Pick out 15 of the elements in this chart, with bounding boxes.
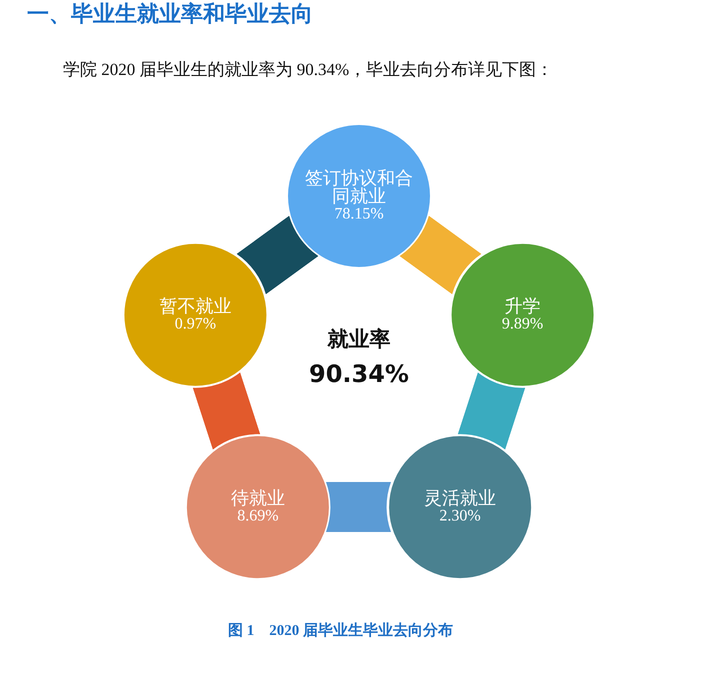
category-label: 灵活就业 <box>424 488 496 508</box>
category-label: 待就业 <box>230 488 285 508</box>
data-label: 9.89% <box>502 315 544 332</box>
data-label: 8.69% <box>237 508 279 525</box>
category-label: 暂不就业 <box>159 296 232 316</box>
category-label: 签订协议和合同就业 <box>305 168 413 206</box>
caption: 图 1 2020 届毕业生毕业去向分布 <box>228 621 453 641</box>
text: 学院 2020 届毕业生的就业率为 90.34%，毕业去向分布详见下图： <box>63 59 554 81</box>
data-label: 0.97% <box>174 315 216 332</box>
text: 90.34% <box>308 359 410 390</box>
text: 一、毕业生就业率和毕业去向 <box>27 2 313 28</box>
category-label: 升学 <box>504 296 541 316</box>
data-label: 2.30% <box>439 508 481 525</box>
text: 就业率 <box>326 326 392 353</box>
data-label: 78.15% <box>334 206 384 222</box>
